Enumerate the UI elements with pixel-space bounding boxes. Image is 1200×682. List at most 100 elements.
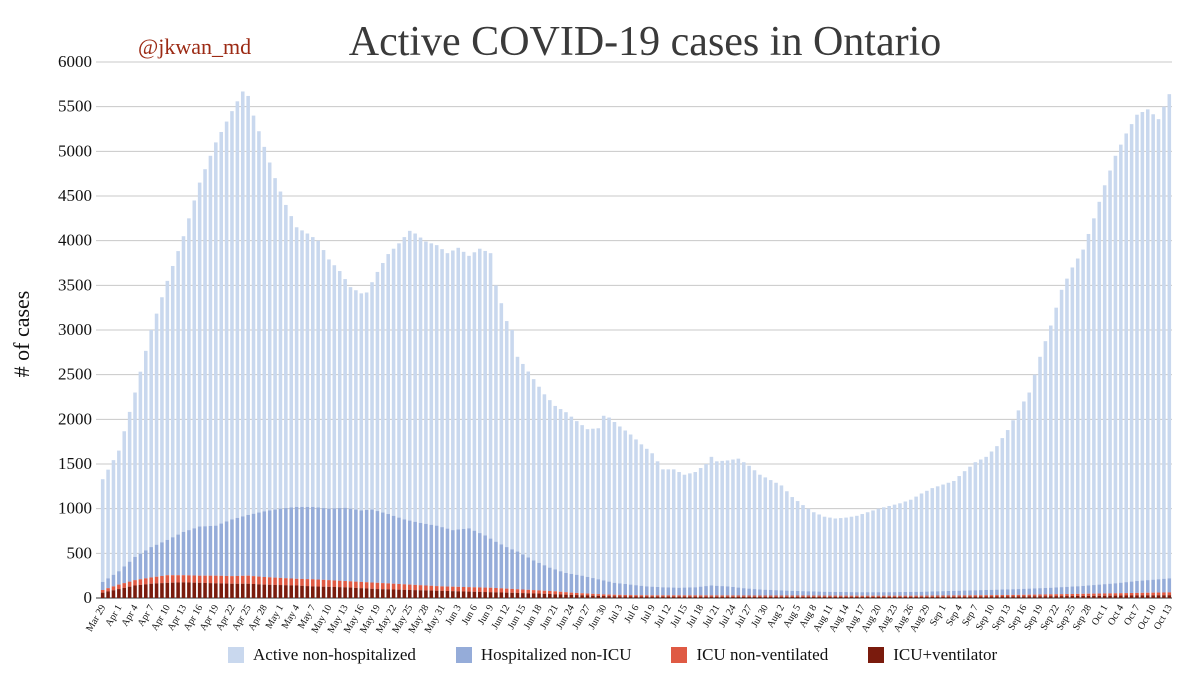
bar-icu-ventilator (504, 592, 509, 598)
bar-active-non-hospitalized (122, 431, 127, 567)
bar-icu-non-ventilated (682, 595, 687, 597)
bar-icu-ventilator (801, 596, 805, 598)
bar-active-non-hospitalized (758, 474, 762, 590)
bar-active-non-hospitalized (1000, 438, 1005, 590)
bar-icu-non-ventilated (337, 580, 342, 588)
bar-icu-non-ventilated (914, 595, 918, 597)
bar-icu-ventilator (725, 596, 730, 598)
bar-icu-ventilator (149, 583, 153, 598)
bar-hospitalized-non-icu (1140, 580, 1145, 593)
bar-icu-ventilator (978, 596, 983, 598)
bar-active-non-hospitalized (1097, 201, 1102, 585)
bar-icu-non-ventilated (801, 595, 805, 597)
bar-active-non-hospitalized (429, 243, 434, 525)
bar-active-non-hospitalized (860, 514, 865, 593)
bar-icu-non-ventilated (548, 591, 552, 595)
bar-icu-ventilator (311, 586, 315, 598)
bar-active-non-hospitalized (461, 251, 466, 529)
bar-icu-ventilator (1070, 596, 1075, 598)
bar-icu-non-ventilated (1119, 593, 1123, 596)
bar-icu-non-ventilated (903, 595, 908, 597)
x-tick-label: Mar 29 (84, 603, 108, 634)
bar-hospitalized-non-icu (106, 578, 110, 589)
bar-icu-ventilator (623, 596, 628, 598)
bar-icu-ventilator (381, 589, 385, 598)
bar-icu-non-ventilated (1027, 594, 1032, 597)
bar-icu-ventilator (445, 591, 450, 598)
bar-icu-ventilator (284, 585, 288, 598)
bar-icu-non-ventilated (154, 576, 159, 584)
x-tick-label: Jun 3 (444, 603, 464, 627)
bar-active-non-hospitalized (671, 469, 676, 588)
bar-active-non-hospitalized (682, 474, 687, 588)
bar-active-non-hospitalized (364, 292, 369, 511)
bar-active-non-hospitalized (257, 131, 261, 513)
bar-hospitalized-non-icu (930, 591, 935, 596)
bar-icu-ventilator (741, 596, 746, 598)
bar-icu-non-ventilated (127, 581, 132, 587)
bar-icu-non-ventilated (327, 580, 331, 587)
bar-active-non-hospitalized (1108, 170, 1112, 584)
bar-icu-non-ventilated (585, 593, 590, 596)
bar-hospitalized-non-icu (235, 517, 240, 576)
bar-icu-ventilator (1016, 596, 1021, 598)
bar-hospitalized-non-icu (311, 506, 315, 580)
bar-hospitalized-non-icu (472, 530, 477, 588)
bar-icu-ventilator (919, 596, 924, 598)
bar-hospitalized-non-icu (569, 573, 574, 593)
bar-hospitalized-non-icu (451, 530, 455, 587)
bar-icu-non-ventilated (580, 593, 584, 596)
bar-active-non-hospitalized (666, 469, 671, 588)
bar-active-non-hospitalized (677, 472, 681, 588)
bar-active-non-hospitalized (478, 248, 482, 534)
bar-active-non-hospitalized (634, 439, 638, 586)
bar-icu-ventilator (343, 587, 347, 598)
bar-icu-ventilator (952, 596, 956, 598)
bar-hospitalized-non-icu (294, 506, 299, 579)
bar-icu-ventilator (418, 590, 423, 598)
bar-icu-non-ventilated (251, 576, 256, 584)
bar-icu-ventilator (461, 591, 466, 598)
bar-icu-non-ventilated (855, 595, 859, 597)
bar-hospitalized-non-icu (645, 586, 649, 596)
bar-hospitalized-non-icu (795, 591, 800, 596)
bar-icu-non-ventilated (106, 588, 110, 592)
bar-icu-non-ventilated (558, 591, 563, 595)
bar-icu-ventilator (424, 590, 428, 598)
bar-icu-non-ventilated (1065, 594, 1069, 597)
bar-hospitalized-non-icu (811, 591, 816, 596)
bar-active-non-hospitalized (305, 233, 310, 507)
bar-active-non-hospitalized (882, 507, 886, 593)
bar-hospitalized-non-icu (434, 525, 439, 587)
bar-active-non-hospitalized (1065, 278, 1069, 587)
bar-hospitalized-non-icu (1124, 582, 1128, 594)
bar-icu-ventilator (1151, 595, 1155, 598)
bar-icu-ventilator (688, 596, 692, 598)
bar-active-non-hospitalized (607, 417, 611, 582)
bar-icu-ventilator (413, 590, 417, 598)
bar-icu-ventilator (1038, 596, 1042, 598)
bar-hospitalized-non-icu (504, 547, 509, 589)
bar-icu-non-ventilated (122, 583, 127, 588)
bar-active-non-hospitalized (133, 392, 137, 557)
bar-icu-non-ventilated (273, 577, 277, 585)
x-tick-label: Jul 6 (622, 603, 641, 625)
bar-icu-ventilator (407, 589, 412, 598)
bar-icu-ventilator (434, 590, 439, 598)
bar-icu-ventilator (181, 582, 186, 598)
legend-label: ICU+ventilator (893, 645, 998, 664)
bar-icu-ventilator (591, 595, 595, 598)
x-tick-label: Jun 6 (460, 603, 480, 627)
bar-hospitalized-non-icu (483, 535, 487, 588)
bar-icu-non-ventilated (639, 595, 644, 597)
bar-icu-ventilator (596, 595, 601, 598)
bar-icu-ventilator (294, 585, 299, 598)
bar-hospitalized-non-icu (440, 527, 444, 587)
bar-icu-ventilator (844, 596, 848, 598)
bar-icu-ventilator (386, 589, 390, 598)
bar-active-non-hospitalized (1167, 94, 1172, 579)
bar-icu-non-ventilated (650, 595, 654, 597)
bar-icu-ventilator (1000, 596, 1005, 598)
bar-active-non-hospitalized (397, 243, 401, 518)
bar-hospitalized-non-icu (1129, 581, 1134, 593)
